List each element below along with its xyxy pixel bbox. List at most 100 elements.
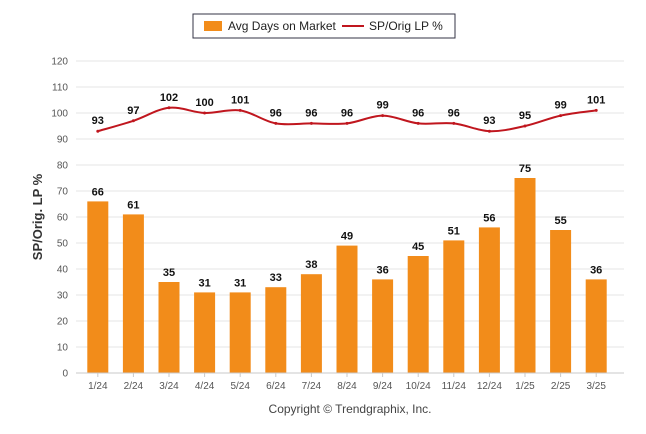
bar (229, 292, 251, 373)
x-tick-label: 2/25 (551, 381, 571, 392)
x-tick-label: 9/24 (373, 381, 393, 392)
line-point (523, 124, 527, 128)
x-tick-label: 3/25 (586, 381, 606, 392)
line-point (559, 114, 563, 118)
axes: 0 10 20 30 40 50 60 70 80 90 100 110 120 1/24 2/24 3/24… (51, 57, 624, 392)
bar (514, 178, 536, 373)
data-labels: 66 61 35 31 31 33 38 49 36 45 51 56 75 55 36 93 97 102 100… (92, 92, 606, 290)
line-point (167, 106, 171, 110)
line-value-label: 96 (270, 107, 282, 119)
line-point (345, 121, 349, 125)
x-tick-label: 6/24 (266, 381, 286, 392)
line-value-label: 101 (587, 94, 605, 106)
legend-swatch-bar (204, 21, 222, 31)
bar (194, 292, 216, 373)
bar (407, 256, 429, 373)
legend: Avg Days on Market SP/Orig LP % (192, 13, 456, 39)
line-value-label: 99 (554, 100, 566, 112)
y-tick-label: 30 (57, 291, 69, 302)
legend-label-bar: Avg Days on Market (228, 19, 336, 33)
bar-value-label: 36 (590, 264, 602, 276)
bar (585, 279, 607, 373)
y-tick-label: 110 (52, 83, 68, 94)
bar (87, 201, 109, 373)
x-tick-label: 1/24 (88, 381, 108, 392)
line-point (452, 121, 456, 125)
x-tick-label: 5/24 (230, 381, 250, 392)
line-point (487, 129, 491, 133)
line-point (238, 108, 242, 112)
bar (372, 279, 394, 373)
bar (300, 274, 322, 373)
y-tick-label: 0 (62, 369, 68, 380)
line-value-label: 97 (127, 105, 139, 117)
bar-value-label: 33 (270, 272, 282, 284)
bar (265, 287, 287, 373)
y-tick-label: 70 (57, 187, 69, 198)
line-series (96, 106, 598, 133)
line-value-label: 93 (92, 115, 104, 127)
line-point (309, 121, 313, 125)
x-tick-label: 12/24 (477, 381, 502, 392)
bar-value-label: 49 (341, 231, 353, 243)
x-tick-label: 10/24 (406, 381, 431, 392)
bar-value-label: 51 (448, 225, 460, 237)
bar (478, 227, 500, 373)
line-value-label: 96 (412, 107, 424, 119)
line-point (381, 114, 385, 118)
bar (122, 214, 144, 373)
legend-label-line: SP/Orig LP % (369, 19, 443, 33)
y-tick-label: 10 (57, 343, 69, 354)
line-value-label: 96 (341, 107, 353, 119)
bar-value-label: 66 (92, 186, 104, 198)
y-tick-label: 50 (57, 239, 69, 250)
x-tick-label: 4/24 (195, 381, 215, 392)
bar-value-label: 61 (127, 199, 139, 211)
bar (336, 245, 358, 373)
line-point (131, 119, 135, 123)
line-value-label: 95 (519, 110, 531, 122)
x-tick-label: 11/24 (442, 381, 467, 392)
y-tick-label: 60 (57, 213, 69, 224)
line-point (96, 129, 100, 133)
bar (443, 240, 465, 373)
bar (550, 230, 572, 373)
y-tick-label: 40 (57, 265, 69, 276)
y-tick-label: 120 (51, 57, 68, 68)
line-value-label: 101 (231, 94, 249, 106)
copyright-text: Copyright © Trendgraphix, Inc. (269, 402, 432, 416)
bar-value-label: 35 (163, 267, 175, 279)
bar-value-label: 75 (519, 163, 531, 175)
line-value-label: 100 (195, 97, 213, 109)
bar (158, 282, 180, 373)
bar-value-label: 55 (554, 215, 566, 227)
y-axis-title: SP/Orig. LP % (30, 173, 45, 260)
x-tick-label: 2/24 (124, 381, 144, 392)
line-value-label: 96 (305, 107, 317, 119)
y-tick-label: 20 (57, 317, 69, 328)
line-point (416, 121, 420, 125)
bar-value-label: 31 (234, 277, 246, 289)
y-tick-label: 90 (57, 135, 69, 146)
y-tick-label: 80 (57, 161, 69, 172)
x-tick-label: 3/24 (159, 381, 179, 392)
line-point (203, 111, 207, 115)
bar-value-label: 38 (305, 259, 317, 271)
line-value-label: 93 (483, 115, 495, 127)
line-value-label: 99 (376, 100, 388, 112)
bar-value-label: 45 (412, 241, 424, 253)
bar-value-label: 36 (376, 264, 388, 276)
x-tick-label: 1/25 (515, 381, 535, 392)
legend-box (192, 13, 456, 39)
line-point (274, 121, 278, 125)
bars (87, 178, 607, 373)
line-value-label: 96 (448, 107, 460, 119)
y-tick-label: 100 (51, 109, 68, 120)
bar-value-label: 31 (198, 277, 210, 289)
x-tick-label: 7/24 (302, 381, 322, 392)
x-tick-label: 8/24 (337, 381, 357, 392)
line-point (594, 108, 598, 112)
bar-value-label: 56 (483, 212, 495, 224)
